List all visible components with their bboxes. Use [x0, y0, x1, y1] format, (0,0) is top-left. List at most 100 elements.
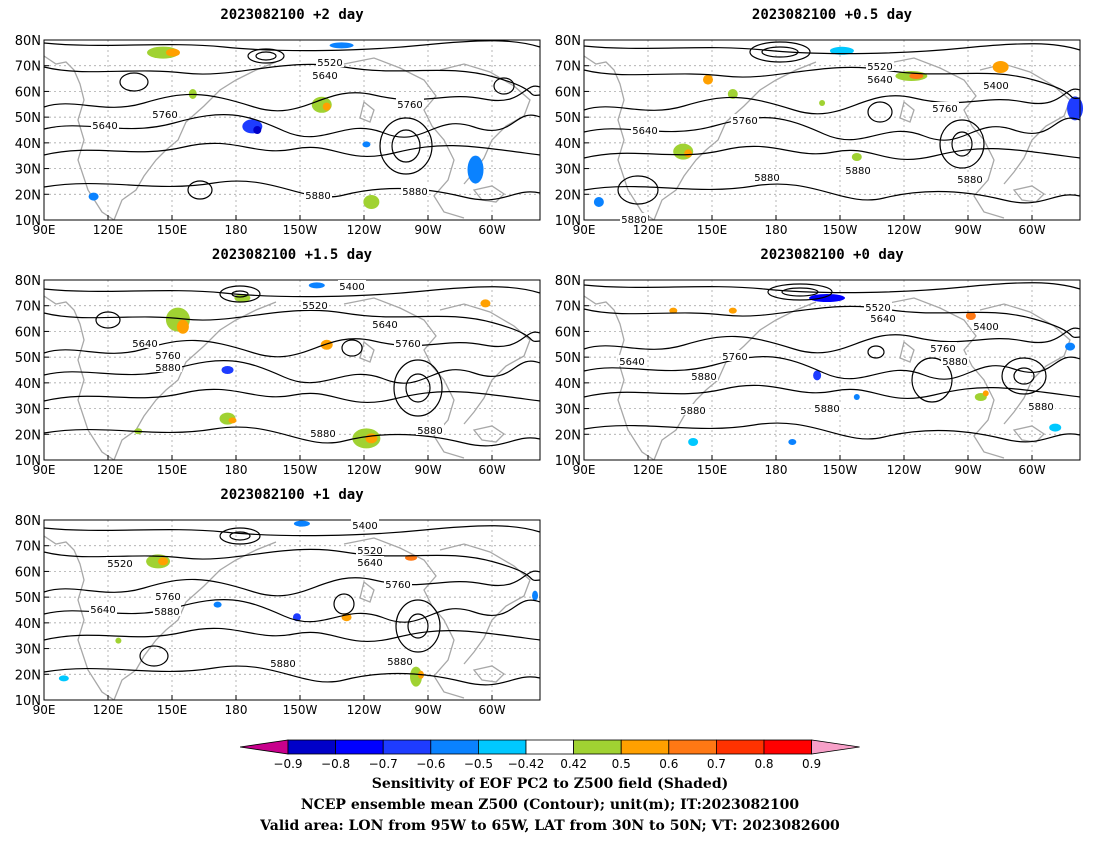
contour-label: 5880: [154, 607, 179, 618]
sensitivity-patch: [362, 141, 371, 148]
contour-label-background: [690, 370, 718, 381]
contour-label: 5640: [632, 126, 657, 137]
contour-label: 5760: [932, 104, 957, 115]
contour-label: 5640: [357, 558, 382, 569]
z500-contour: [43, 40, 541, 52]
contour-label-background: [351, 519, 379, 530]
sensitivity-patch: [467, 155, 484, 184]
contour-label: 5880: [680, 406, 705, 417]
sensitivity-patch: [363, 195, 380, 209]
sensitivity-patch: [165, 48, 180, 57]
colorbar-level-label: 0.7: [707, 757, 726, 771]
z500-contour: [43, 85, 541, 112]
sensitivity-patch: [1049, 423, 1062, 432]
z500-closed-contour: [219, 285, 261, 303]
latitude-tick-label: 40N: [555, 137, 581, 152]
longitude-tick-label: 120E: [633, 463, 664, 477]
colorbar-swatch: [382, 739, 432, 755]
contour-label: 5760: [152, 110, 177, 121]
contour-label: 5640: [870, 314, 895, 325]
sensitivity-patch: [982, 390, 989, 397]
longitude-tick-label: 60W: [478, 223, 505, 237]
latitude-tick-label: 60N: [555, 85, 581, 100]
longitude-tick-label: 120W: [887, 223, 922, 237]
coastline: [883, 297, 1005, 459]
contour-label-background: [356, 556, 384, 567]
contour-label: 5880: [417, 426, 442, 437]
z500-closed-contour: [781, 287, 819, 297]
coastline: [1012, 425, 1046, 443]
colorbar-swatch: [335, 739, 384, 755]
contour-label: 5520: [867, 62, 892, 73]
contour-label: 5880: [1028, 402, 1053, 413]
latitude-tick-label: 20N: [555, 188, 581, 203]
contour-label-background: [929, 342, 957, 353]
latitude-tick-label: 80N: [15, 514, 41, 529]
panel-title: 2023082100 +0.5 day: [751, 7, 913, 23]
z500-contour: [43, 525, 541, 537]
sensitivity-patch: [829, 46, 854, 55]
contour-label: 5880: [691, 372, 716, 383]
contour-label: 5520: [302, 301, 327, 312]
contour-label: 5520: [357, 546, 382, 557]
z500-closed-contour: [255, 51, 277, 61]
sensitivity-patch: [293, 520, 310, 527]
z500-contour: [43, 665, 541, 686]
sensitivity-patch: [909, 73, 924, 79]
contour-label: 5760: [155, 351, 180, 362]
contour-label-background: [311, 69, 339, 80]
latitude-tick-label: 10N: [555, 454, 581, 469]
contour-label-background: [304, 189, 332, 200]
contour-label: 5760: [155, 592, 180, 603]
coastline: [439, 543, 531, 665]
contour-label-background: [309, 427, 337, 438]
sensitivity-patch: [728, 307, 737, 314]
contour-label-background: [869, 312, 897, 323]
contour-label-background: [91, 119, 119, 130]
contour-label-background: [931, 102, 959, 113]
z500-contour: [43, 627, 541, 642]
contour-label: 5520: [107, 559, 132, 570]
contour-label: 5640: [867, 75, 892, 86]
colorbar-level-label: 0.42: [560, 757, 587, 771]
z500-closed-contour: [395, 599, 441, 653]
contour-label-background: [269, 657, 297, 668]
z500-closed-contour: [617, 175, 659, 205]
coastline: [472, 425, 506, 443]
latitude-tick-label: 30N: [555, 163, 581, 178]
sensitivity-patch: [410, 666, 422, 687]
contour-label: 5640: [90, 605, 115, 616]
longitude-tick-label: 150E: [697, 463, 728, 477]
z500-closed-contour: [119, 72, 149, 92]
z500-closed-contour: [393, 359, 443, 417]
longitude-tick-label: 150W: [823, 223, 858, 237]
contour-label-background: [1027, 400, 1055, 411]
latitude-tick-label: 60N: [555, 325, 581, 340]
coastline: [43, 295, 115, 461]
longitude-tick-label: 180: [225, 463, 248, 477]
z500-contour: [43, 331, 541, 358]
sensitivity-patch: [813, 370, 822, 381]
z500-contour: [43, 114, 541, 138]
contour-label: 5880: [155, 363, 180, 374]
panel-title: 2023082100 +0 day: [760, 247, 904, 263]
latitude-tick-label: 50N: [15, 351, 41, 366]
sensitivity-patch: [703, 74, 713, 85]
colorbar-low-extension: [240, 739, 289, 755]
latitude-tick-label: 20N: [15, 428, 41, 443]
z500-closed-contour: [1001, 357, 1047, 395]
map-frame: [43, 279, 541, 461]
longitude-tick-label: 120E: [93, 223, 124, 237]
longitude-tick-label: 90E: [573, 223, 596, 237]
colorbar-swatch: [477, 739, 527, 755]
latitude-tick-label: 60N: [15, 565, 41, 580]
coastline: [472, 665, 506, 683]
z500-closed-contour: [219, 527, 261, 545]
contour-label-background: [151, 108, 179, 119]
latitude-tick-label: 80N: [15, 274, 41, 289]
colorbar-level-label: −0.9: [273, 757, 302, 771]
z500-contour: [43, 142, 541, 157]
sensitivity-patch: [593, 197, 604, 207]
